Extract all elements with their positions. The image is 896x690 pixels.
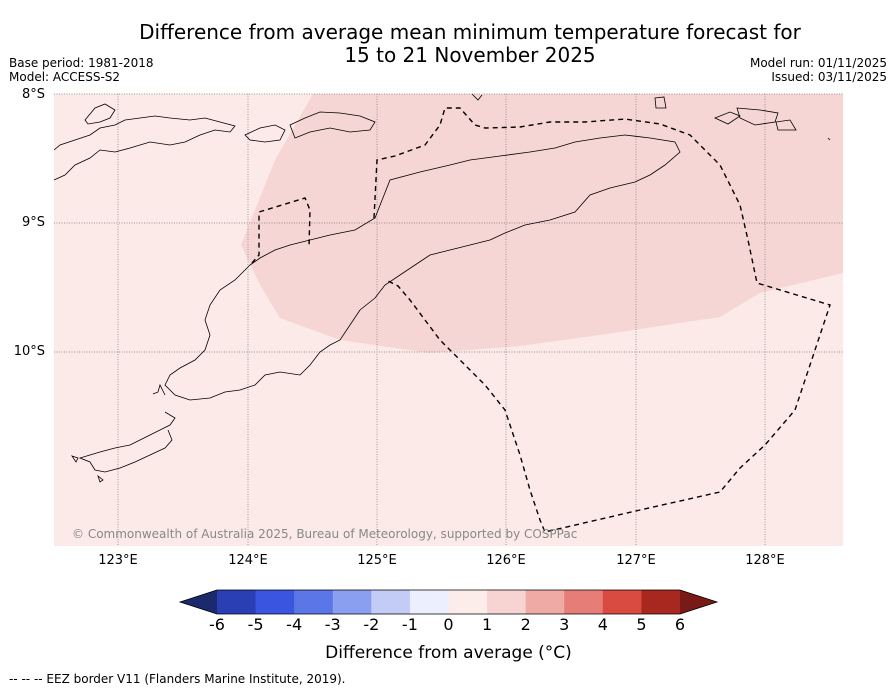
colorbar-outline <box>178 589 719 615</box>
colorbar-extend-high <box>680 590 717 614</box>
colorbar-segment <box>448 590 488 614</box>
eez-border <box>251 107 831 533</box>
footer-eez-note: -- -- -- EEZ border V11 (Flanders Marine… <box>9 672 346 686</box>
colorbar-segment <box>602 590 642 614</box>
lon-label-125e: 125°E <box>357 553 397 568</box>
colorbar-tick-label: -4 <box>286 615 303 634</box>
colorbar-tick-label: 0 <box>443 615 454 634</box>
colorbar <box>178 589 719 615</box>
coastlines <box>53 93 831 483</box>
colorbar-label: Difference from average (°C) <box>325 643 572 663</box>
colorbar-tick-label: -1 <box>401 615 418 634</box>
lat-label-10s: 10°S <box>13 344 45 359</box>
colorbar-segment <box>487 590 527 614</box>
meta-right: Model run: 01/11/2025 Issued: 03/11/2025 <box>750 56 887 84</box>
model-run: Model run: 01/11/2025 <box>749 56 887 70</box>
colorbar-extend-low <box>180 590 217 614</box>
meta-left: Base period: 1981-2018 Model: ACCESS-S2 <box>9 56 154 84</box>
colorbar-segment <box>409 590 449 614</box>
colorbar-segment <box>255 590 295 614</box>
colorbar-segment <box>525 590 565 614</box>
lon-label-128e: 128°E <box>745 553 785 568</box>
anomaly-region <box>241 94 843 353</box>
colorbar-tick-label: -3 <box>324 615 341 634</box>
issued-date: Issued: 03/11/2025 <box>771 70 887 84</box>
colorbar-tick-label: 6 <box>674 615 686 634</box>
lat-label-8s: 8°S <box>21 87 45 102</box>
colorbar-segment <box>371 590 411 614</box>
chart-title-line2: 15 to 21 November 2025 <box>344 43 596 67</box>
colorbar-tick-label: 3 <box>559 615 570 634</box>
colorbar-tick-label: 5 <box>636 615 647 634</box>
lat-label-9s: 9°S <box>21 215 45 230</box>
base-period: Base period: 1981-2018 <box>9 56 154 70</box>
colorbar-tick-label: -2 <box>363 615 380 634</box>
colorbar-tick-label: 2 <box>520 615 531 634</box>
lon-label-123e: 123°E <box>98 553 138 568</box>
colorbar-segment <box>641 590 681 614</box>
colorbar-segment <box>332 590 372 614</box>
colorbar-tick-label: 1 <box>481 615 493 634</box>
colorbar-tick-label: 4 <box>597 615 608 634</box>
copyright-text: © Commonwealth of Australia 2025, Bureau… <box>72 527 577 541</box>
model-name: Model: ACCESS-S2 <box>9 70 121 84</box>
colorbar-tick-label: -6 <box>209 615 225 634</box>
colorbar-segment <box>217 590 257 614</box>
colorbar-tick-label: -5 <box>247 615 264 634</box>
colorbar-segment <box>564 590 604 614</box>
lon-label-127e: 127°E <box>616 553 656 568</box>
chart-title-line1: Difference from average mean minimum tem… <box>139 20 801 44</box>
lon-label-124e: 124°E <box>228 553 268 568</box>
lon-label-126e: 126°E <box>486 553 526 568</box>
colorbar-segment <box>294 590 334 614</box>
